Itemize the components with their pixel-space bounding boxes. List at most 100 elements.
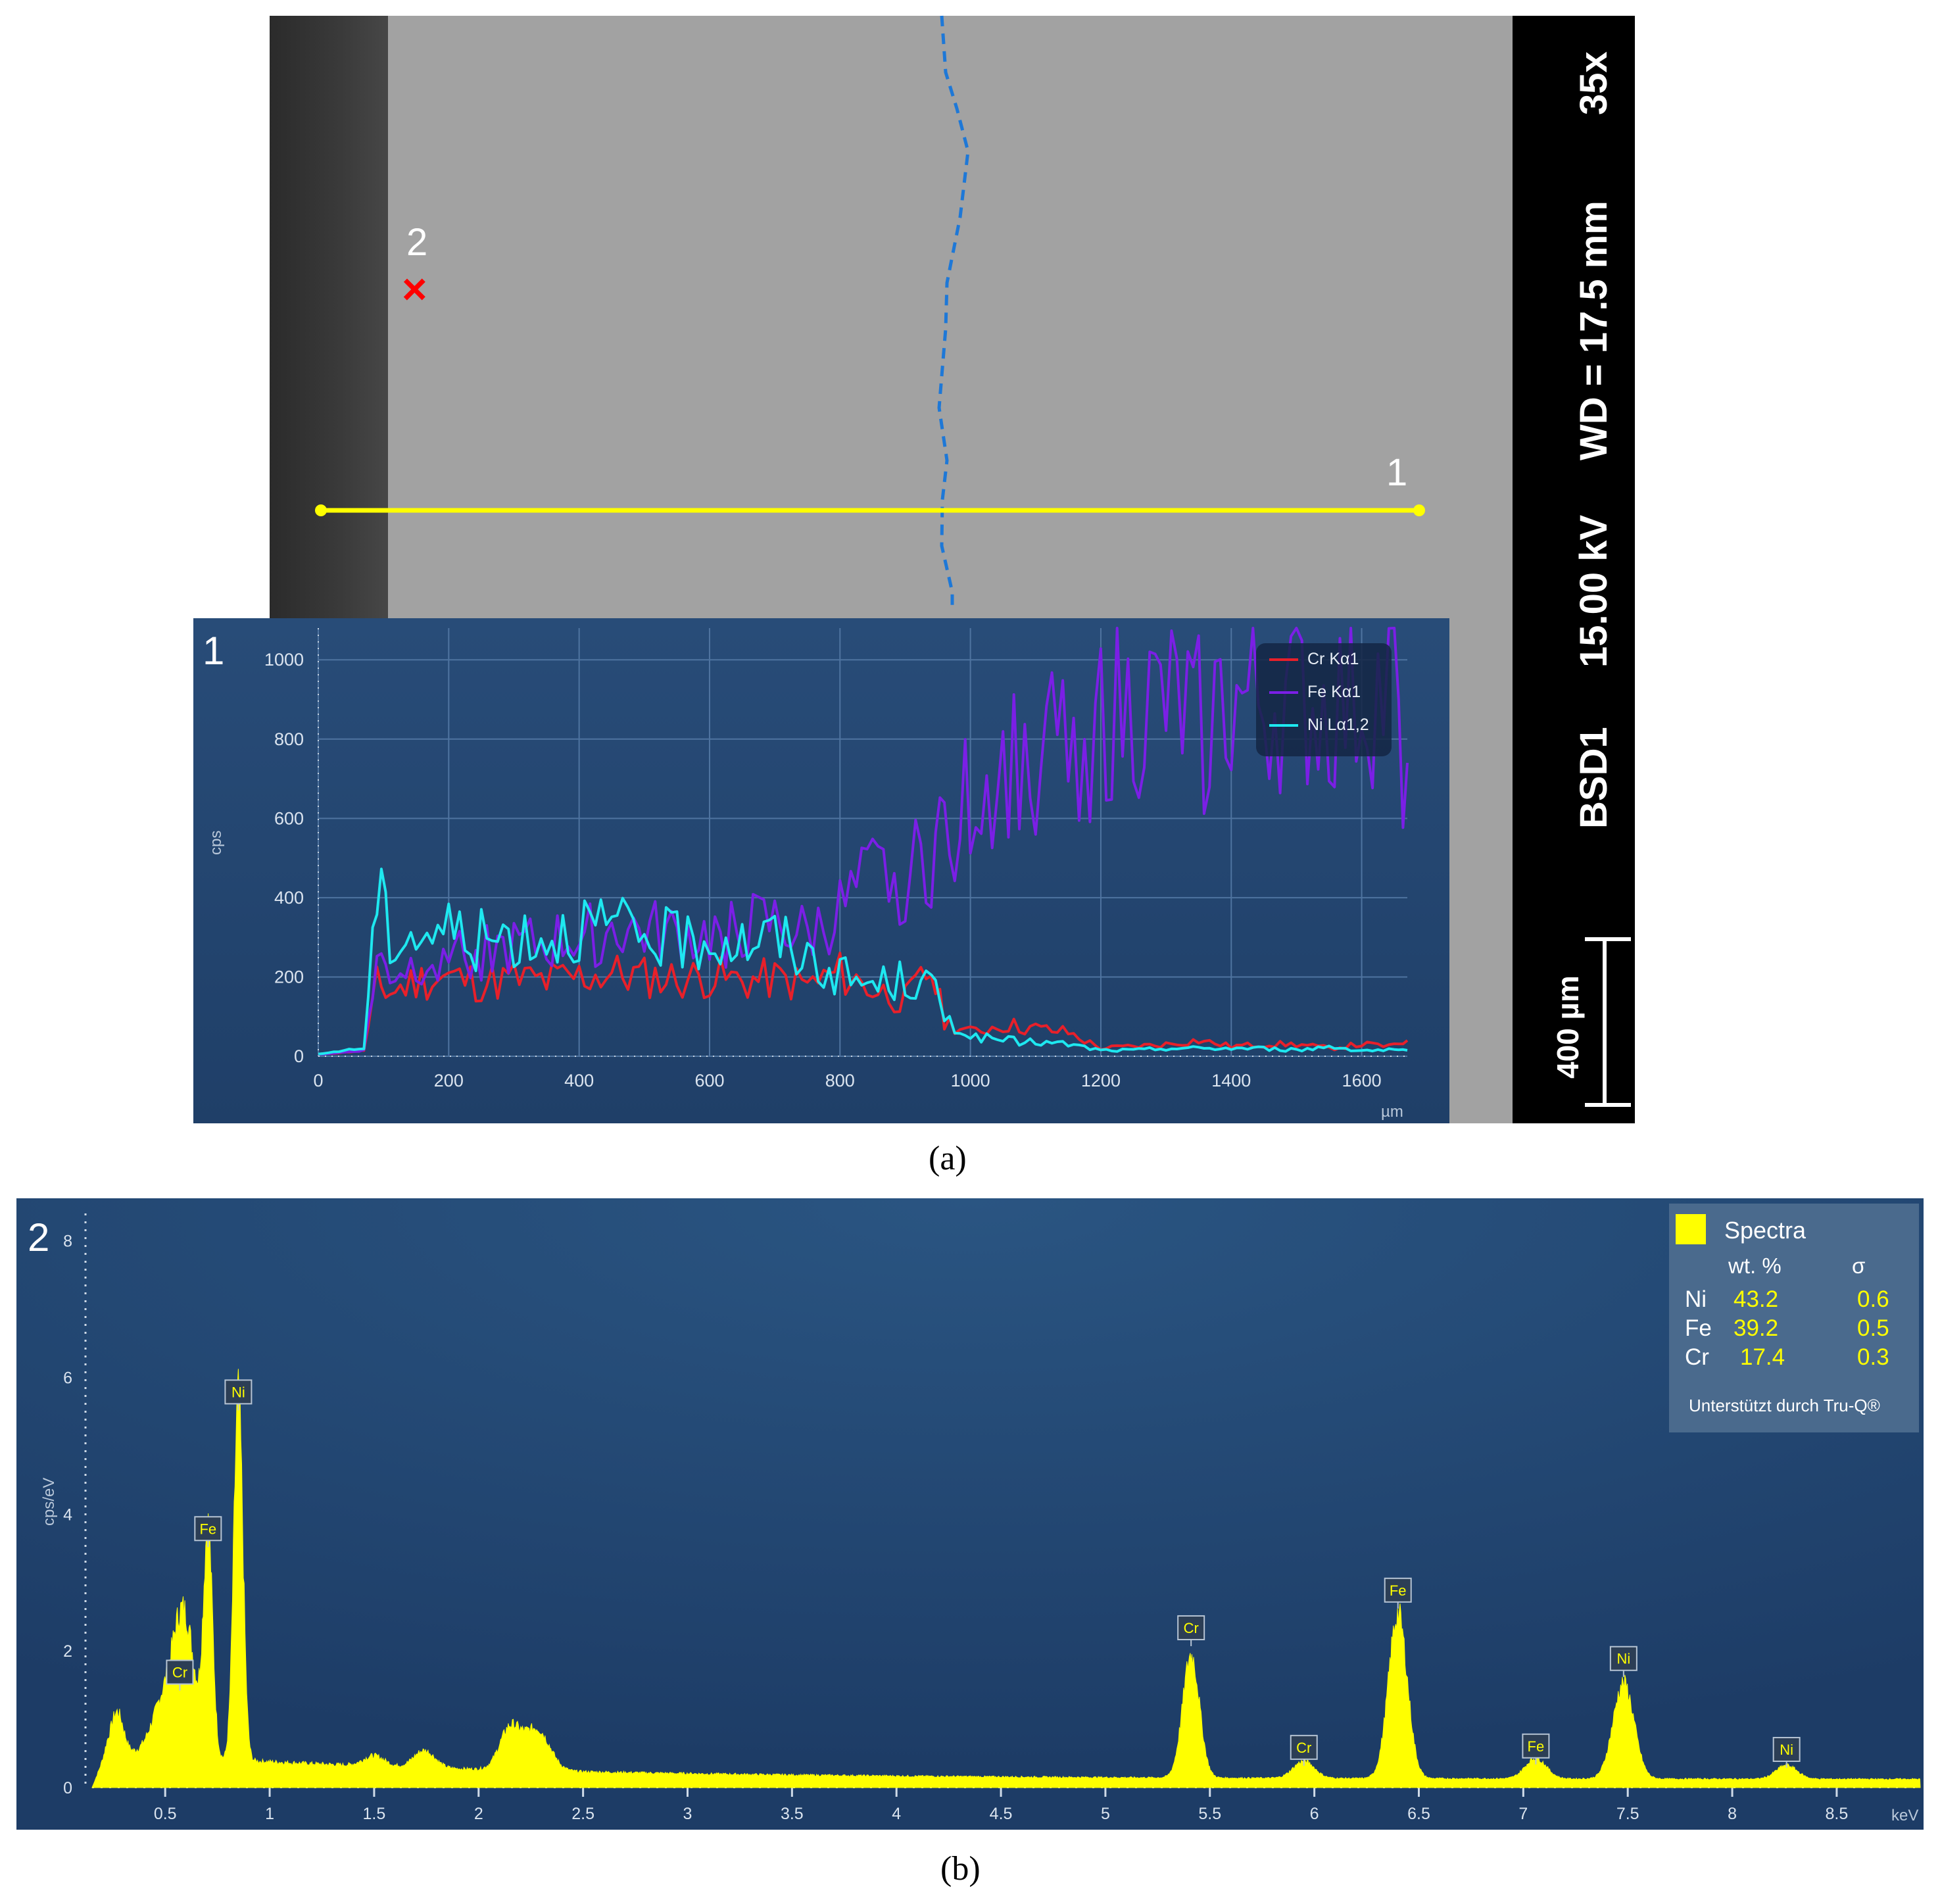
legend-item-fe: Fe Kα1 bbox=[1269, 683, 1361, 709]
detector-label: BSD1 bbox=[1572, 727, 1615, 829]
x-tick-label: 6 bbox=[1310, 1805, 1319, 1823]
y-tick-label: 2 bbox=[63, 1642, 72, 1661]
working-distance-label: WD = 17.5 mm bbox=[1572, 201, 1615, 460]
x-tick-label: 1.5 bbox=[363, 1805, 386, 1823]
x-tick-label: 8.5 bbox=[1826, 1805, 1849, 1823]
x-tick-label: 5.5 bbox=[1198, 1805, 1221, 1823]
y-tick-label: 400 bbox=[274, 888, 304, 908]
x-tick-label: 3.5 bbox=[781, 1805, 804, 1823]
x-tick-label: 2.5 bbox=[571, 1805, 594, 1823]
x-tick-label: 0.5 bbox=[154, 1805, 177, 1823]
x-tick-label: 3 bbox=[683, 1805, 692, 1823]
line-profile-ylabel: cps bbox=[207, 831, 225, 855]
svg-text:Fe: Fe bbox=[1528, 1738, 1545, 1755]
caption-a: (a) bbox=[929, 1140, 967, 1177]
spectrum-area bbox=[91, 1369, 1921, 1788]
peak-label-ni: Ni bbox=[224, 1379, 253, 1411]
x-tick-label: 1 bbox=[265, 1805, 274, 1823]
series-line-fe bbox=[318, 627, 1409, 1056]
phase-boundary bbox=[937, 15, 970, 612]
quant-footer: Unterstützt durch Tru-Q® bbox=[1689, 1396, 1880, 1415]
spectrum-panel-label: 2 bbox=[28, 1215, 49, 1259]
svg-text:Cr: Cr bbox=[1184, 1620, 1199, 1636]
quant-table: Spectra wt. % σ Ni 43.2 0.6 Fe 39.2 0.5 … bbox=[1669, 1204, 1919, 1432]
quant-element-cr: Cr bbox=[1685, 1344, 1709, 1370]
quant-wt-ni: 43.2 bbox=[1734, 1286, 1779, 1312]
line-profile-xlabel: µm bbox=[1381, 1103, 1403, 1121]
point-label: 2 bbox=[406, 221, 427, 264]
quant-wt-cr: 17.4 bbox=[1740, 1344, 1785, 1370]
quant-sigma-cr: 0.3 bbox=[1857, 1344, 1889, 1370]
peak-label-ni: Ni bbox=[1772, 1736, 1801, 1768]
x-tick-label: 200 bbox=[434, 1071, 464, 1090]
x-tick-label: 400 bbox=[564, 1071, 594, 1090]
y-tick-label: 1000 bbox=[264, 650, 304, 670]
spectra-swatch bbox=[1676, 1214, 1706, 1244]
spectrum-ylabel: cps/eV bbox=[40, 1478, 58, 1526]
line-scan-end bbox=[1413, 504, 1425, 516]
caption-b: (b) bbox=[940, 1850, 981, 1888]
peak-label-ni: Ni bbox=[1609, 1646, 1637, 1677]
peak-label-fe: Fe bbox=[194, 1516, 222, 1548]
quant-element-fe: Fe bbox=[1685, 1315, 1712, 1341]
y-tick-label: 4 bbox=[63, 1505, 72, 1524]
scale-bar bbox=[1585, 937, 1631, 1107]
quant-title: Spectra bbox=[1724, 1217, 1807, 1244]
line-scan-label: 1 bbox=[1386, 451, 1407, 494]
legend-item-cr: Cr Kα1 bbox=[1269, 650, 1359, 676]
y-tick-label: 800 bbox=[274, 729, 304, 749]
peak-label-fe: Fe bbox=[1522, 1733, 1550, 1765]
x-tick-label: 5 bbox=[1101, 1805, 1110, 1823]
x-tick-label: 7 bbox=[1518, 1805, 1528, 1823]
spectrum-xlabel: keV bbox=[1891, 1807, 1918, 1824]
y-tick-label: 8 bbox=[63, 1233, 72, 1251]
peak-label-cr: Cr bbox=[1177, 1615, 1205, 1646]
quant-sigma-fe: 0.5 bbox=[1857, 1315, 1889, 1341]
x-tick-label: 1200 bbox=[1081, 1071, 1121, 1090]
x-tick-label: 600 bbox=[694, 1071, 724, 1090]
quant-header-sigma: σ bbox=[1852, 1254, 1866, 1278]
legend-swatch-cr bbox=[1269, 658, 1298, 662]
x-tick-label: 7.5 bbox=[1616, 1805, 1639, 1823]
legend-item-ni: Ni Lα1,2 bbox=[1269, 716, 1369, 742]
svg-text:Cr: Cr bbox=[172, 1665, 187, 1681]
x-tick-label: 2 bbox=[474, 1805, 483, 1823]
line-profile-legend: Cr Kα1 Fe Kα1 Ni Lα1,2 bbox=[1256, 643, 1392, 756]
series-line-ni bbox=[318, 867, 1408, 1056]
legend-label-ni: Ni Lα1,2 bbox=[1307, 716, 1369, 734]
y-tick-label: 600 bbox=[274, 808, 304, 828]
peak-label-cr: Cr bbox=[1290, 1734, 1318, 1766]
legend-label-cr: Cr Kα1 bbox=[1307, 650, 1359, 668]
quant-header-wt: wt. % bbox=[1728, 1254, 1782, 1278]
eds-spectrum-chart: 0.5 1 1.5 2 2.5 3 3.5 4 4.5 5 5.5 6 6.5 7 7.5 8 8.5 0 2 4 6 8… bbox=[16, 1198, 1924, 1830]
y-tick-label: 0 bbox=[63, 1779, 72, 1797]
svg-text:Fe: Fe bbox=[199, 1521, 216, 1537]
x-tick-label: 0 bbox=[313, 1071, 323, 1090]
svg-text:Ni: Ni bbox=[1780, 1742, 1793, 1758]
quant-sigma-ni: 0.6 bbox=[1857, 1286, 1889, 1312]
legend-swatch-fe bbox=[1269, 691, 1298, 695]
svg-text:Ni: Ni bbox=[1616, 1651, 1630, 1667]
y-tick-label: 200 bbox=[274, 967, 304, 987]
line-scan-start bbox=[315, 504, 327, 516]
svg-text:Fe: Fe bbox=[1390, 1582, 1407, 1599]
x-tick-label: 1400 bbox=[1211, 1071, 1251, 1090]
x-tick-label: 8 bbox=[1728, 1805, 1737, 1823]
svg-text:Cr: Cr bbox=[1296, 1740, 1311, 1756]
line-profile-panel-label: 1 bbox=[203, 629, 224, 673]
x-tick-label: 6.5 bbox=[1407, 1805, 1430, 1823]
svg-text:Ni: Ni bbox=[231, 1384, 245, 1400]
x-tick-label: 1600 bbox=[1342, 1071, 1382, 1090]
y-tick-label: 6 bbox=[63, 1369, 72, 1387]
line-profile-chart: 0 200 400 600 800 1000 1200 1400 1600 0 200 400 600 8… bbox=[193, 618, 1449, 1123]
x-tick-label: 1000 bbox=[951, 1071, 990, 1090]
voltage-label: 15.00 kV bbox=[1572, 514, 1615, 668]
y-tick-label: 0 bbox=[294, 1046, 304, 1066]
x-tick-label: 4 bbox=[892, 1805, 901, 1823]
point-marker: × bbox=[402, 264, 427, 313]
quant-wt-fe: 39.2 bbox=[1734, 1315, 1779, 1341]
peak-label-fe: Fe bbox=[1384, 1577, 1412, 1609]
scale-bar-label: 400 µm bbox=[1551, 975, 1585, 1079]
